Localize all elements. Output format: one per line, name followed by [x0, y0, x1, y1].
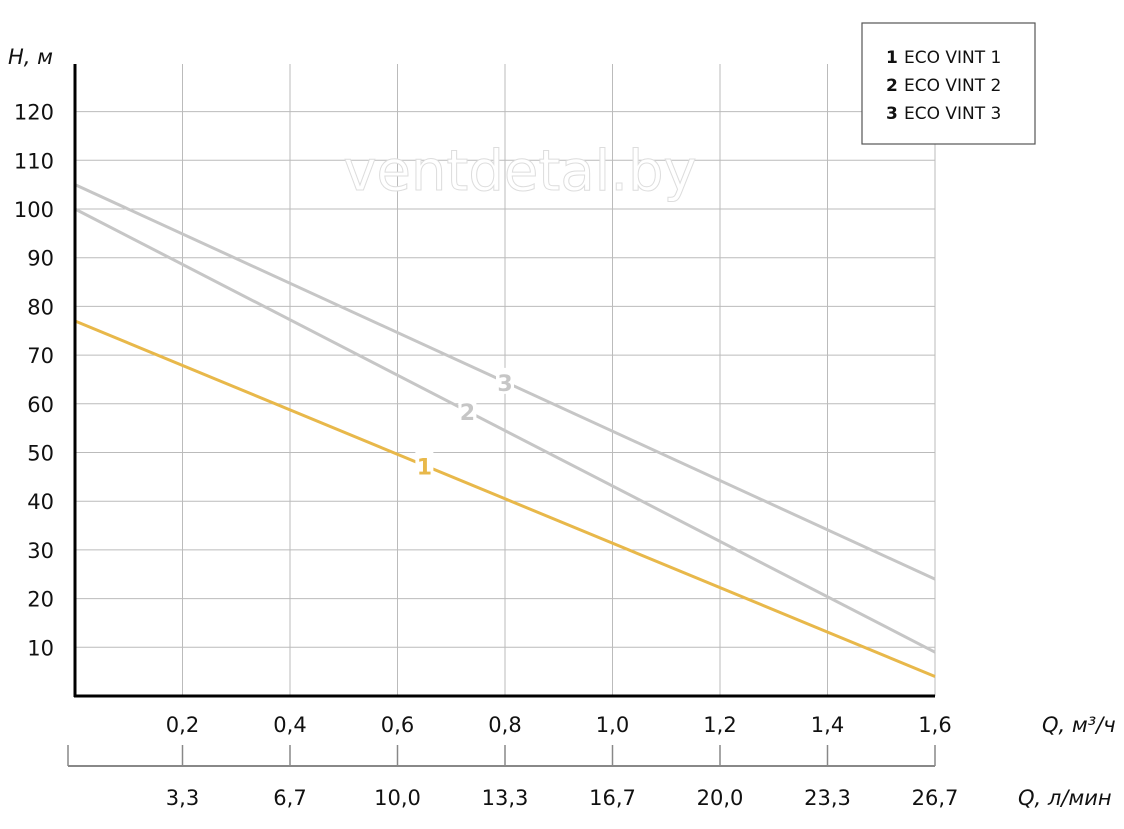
x2-tick-label: 16,7 — [589, 786, 636, 810]
x-tick-label: 1,4 — [811, 713, 844, 737]
series-label-3: 3 — [497, 372, 512, 397]
x2-tick-label: 13,3 — [482, 786, 529, 810]
series-label-bg — [496, 367, 514, 394]
y-tick-label: 30 — [27, 539, 54, 563]
y-tick-label: 20 — [27, 588, 54, 612]
series-label-1: 1 — [417, 455, 432, 480]
grid — [75, 64, 936, 696]
series-label-bg — [458, 397, 477, 424]
x-axis-label: Q, м³/ч — [1042, 713, 1116, 737]
x2-tick-label: 26,7 — [912, 786, 959, 810]
y-tick-label: 60 — [27, 393, 54, 417]
axes: 10 20 30 40 50 60 70 80 90 100 110 120 0,2 3,3 0,4 6,7 0… — [14, 64, 958, 810]
y-tick-label: 110 — [14, 149, 54, 173]
x2-tick-label: 6,7 — [273, 786, 306, 810]
y-tick-label: 40 — [27, 490, 54, 514]
x-tick-label: 1,2 — [703, 713, 736, 737]
legend-label: ECO VINT 2 — [904, 76, 1001, 96]
legend-marker: 1 — [886, 48, 898, 68]
series-lines: 1 23 — [74, 183, 936, 678]
x2-tick-label: 20,0 — [697, 786, 744, 810]
y-tick-label: 80 — [27, 295, 54, 319]
x2-tick-label: 10,0 — [374, 786, 421, 810]
series-line-1 — [74, 319, 936, 678]
x-tick-label: 1,6 — [918, 713, 951, 737]
y-tick-label: 50 — [27, 442, 54, 466]
x2-tick-label: 23,3 — [804, 786, 851, 810]
watermark: ventdetal.by — [343, 139, 696, 204]
x2-tick-label: 3,3 — [166, 786, 199, 810]
y-tick-label: 10 — [27, 636, 54, 660]
series-label-bg — [415, 451, 434, 478]
x-tick-label: 0,6 — [381, 713, 414, 737]
x-tick-label: 1,0 — [596, 713, 629, 737]
x-tick-label: 0,4 — [273, 713, 306, 737]
y-tick-label: 100 — [14, 198, 54, 222]
y-axis-label: H, м — [8, 45, 53, 69]
series-label-2: 2 — [460, 401, 475, 426]
legend-marker: 3 — [886, 104, 898, 124]
legend-marker: 2 — [886, 76, 898, 96]
y-tick-label: 70 — [27, 344, 54, 368]
x-tick-label: 0,2 — [166, 713, 199, 737]
legend-label: ECO VINT 1 — [904, 48, 1001, 68]
y-tick-label: 90 — [27, 247, 54, 271]
legend-label: ECO VINT 3 — [904, 104, 1001, 124]
series-line-2 — [74, 207, 936, 654]
y-tick-label: 120 — [14, 101, 54, 125]
x-tick-label: 0,8 — [488, 713, 521, 737]
legend: 1 ECO VINT 1 2 ECO VINT 2 3 ECO VINT 3 — [861, 22, 1036, 145]
x-axis-label-secondary: Q, л/мин — [1018, 786, 1112, 810]
